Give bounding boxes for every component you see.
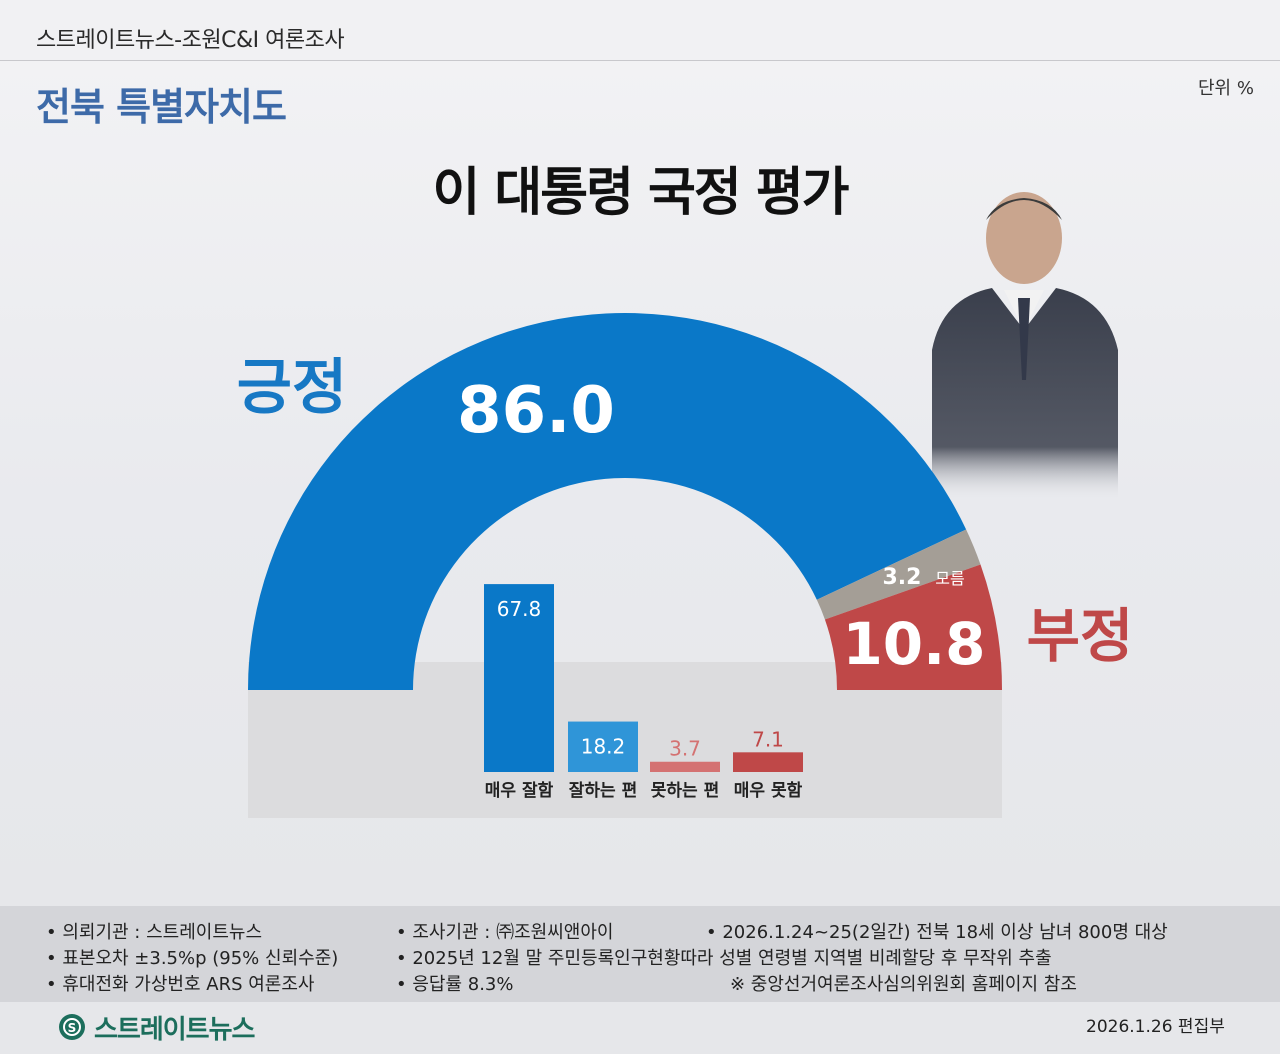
bar-value-label: 18.2: [581, 735, 626, 759]
bar-category-label: 잘하는 편: [569, 780, 637, 801]
footer-line: • 응답률 8.3%: [396, 974, 514, 995]
bar: [484, 584, 554, 772]
chart-area: 67.8 매우 잘함 18.2 잘하는 편 3.7 못하는 편 7.1 매우 못함 긍정 86…: [237, 313, 1134, 818]
svg-text:S: S: [68, 1021, 77, 1035]
footer-line: ※ 중앙선거여론조사심의위원회 홈페이지 참조: [730, 974, 1077, 995]
header-bar: 스트레이트뉴스-조원C&I 여론조사: [0, 0, 1280, 61]
region-title: 전북 특별자치도: [36, 85, 287, 129]
date-label: 2026.1.26 편집부: [1086, 1017, 1225, 1037]
main-title: 이 대통령 국정 평가: [432, 163, 849, 223]
bar-value-label: 67.8: [497, 597, 542, 621]
logo-icon: S: [59, 1014, 85, 1040]
negative-label: 부정: [1027, 602, 1134, 670]
unknown-value: 3.2: [883, 565, 922, 590]
negative-arc: [824, 564, 1002, 690]
footer-info: • 의뢰기관 : 스트레이트뉴스 • 표본오차 ±3.5%p (95% 신뢰수준…: [0, 906, 1280, 1002]
footer-line: • 2026.1.24~25(2일간) 전북 18세 이상 남녀 800명 대상: [706, 922, 1168, 943]
header-title: 스트레이트뉴스-조원C&I 여론조사: [36, 28, 345, 53]
positive-arc: [248, 313, 967, 690]
bar-category-label: 못하는 편: [651, 781, 719, 801]
positive-label: 긍정: [237, 353, 347, 423]
president-photo: [932, 192, 1118, 500]
logo-text: 스트레이트뉴스: [94, 1014, 255, 1045]
bar-category-label: 매우 잘함: [485, 780, 554, 801]
positive-value: 86.0: [457, 374, 615, 448]
unit-label: 단위 %: [1198, 78, 1254, 99]
bar: [568, 721, 638, 772]
footer-line: • 조사기관 : ㈜조원씨앤아이: [396, 922, 614, 943]
footer-line: • 표본오차 ±3.5%p (95% 신뢰수준): [46, 948, 339, 969]
bar-category-label: 매우 못함: [734, 780, 803, 801]
bar-value-label: 3.7: [669, 737, 701, 761]
footer-line: • 휴대전화 가상번호 ARS 여론조사: [46, 974, 315, 995]
footer-line: • 의뢰기관 : 스트레이트뉴스: [46, 922, 263, 943]
negative-value: 10.8: [842, 610, 985, 678]
unknown-label: 모름: [935, 569, 964, 588]
bar: [650, 761, 720, 772]
footer-line: • 2025년 12월 말 주민등록인구현황따라 성별 연령별 지역별 비례할당…: [396, 948, 1052, 969]
news-logo: S 스트레이트뉴스: [58, 1012, 255, 1045]
bar: [733, 752, 803, 772]
bar-value-label: 7.1: [752, 727, 784, 751]
unknown-arc: [816, 529, 981, 620]
